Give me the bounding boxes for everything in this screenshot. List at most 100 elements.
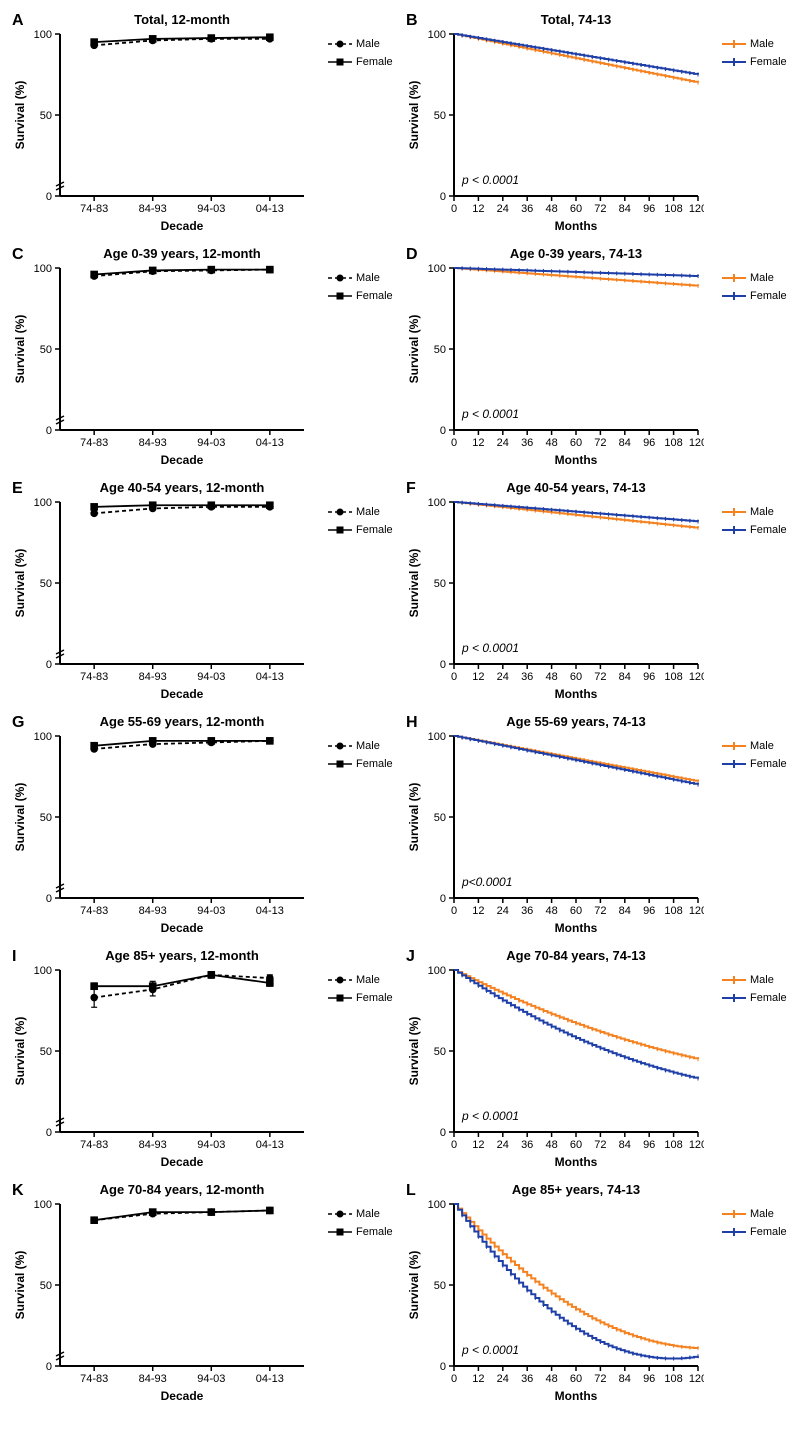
- svg-text:04-13: 04-13: [256, 1373, 284, 1385]
- svg-text:50: 50: [434, 110, 446, 122]
- svg-text:Age 40-54 years, 74-13: Age 40-54 years, 74-13: [506, 480, 645, 495]
- svg-text:50: 50: [40, 344, 52, 356]
- legend-item: Male: [722, 270, 790, 286]
- svg-text:Survival (%): Survival (%): [13, 81, 27, 150]
- svg-text:Survival (%): Survival (%): [407, 1251, 421, 1320]
- months-legend: Male Female: [722, 478, 790, 704]
- decade-legend: Male Female: [328, 478, 396, 704]
- panel-E: EAge 40-54 years, 12-month050100Survival…: [10, 478, 396, 704]
- svg-text:48: 48: [545, 1139, 557, 1151]
- svg-text:72: 72: [594, 437, 606, 449]
- chart-grid: ATotal, 12-month050100Survival (%)74-838…: [10, 10, 790, 1406]
- svg-text:0: 0: [451, 671, 457, 683]
- legend-label: Male: [356, 36, 380, 52]
- svg-text:108: 108: [664, 671, 682, 683]
- legend-item: Female: [328, 990, 396, 1006]
- legend-item: Female: [328, 54, 396, 70]
- svg-text:108: 108: [664, 203, 682, 215]
- svg-text:0: 0: [451, 1373, 457, 1385]
- svg-text:120: 120: [689, 671, 704, 683]
- legend-label: Female: [356, 1224, 393, 1240]
- svg-text:04-13: 04-13: [256, 1139, 284, 1151]
- svg-text:0: 0: [46, 425, 52, 437]
- svg-text:60: 60: [570, 905, 582, 917]
- svg-text:0: 0: [440, 1361, 446, 1373]
- svg-text:24: 24: [497, 1373, 509, 1385]
- svg-text:94-03: 94-03: [197, 1373, 225, 1385]
- svg-text:100: 100: [428, 497, 446, 509]
- svg-text:100: 100: [428, 29, 446, 41]
- legend-label: Male: [750, 504, 774, 520]
- panel-D: DAge 0-39 years, 74-13050100Survival (%)…: [404, 244, 790, 470]
- legend-item: Female: [328, 756, 396, 772]
- panel-F: FAge 40-54 years, 74-13050100Survival (%…: [404, 478, 790, 704]
- svg-text:50: 50: [40, 578, 52, 590]
- svg-text:24: 24: [497, 437, 509, 449]
- svg-text:100: 100: [34, 1199, 52, 1211]
- svg-text:84-93: 84-93: [139, 437, 167, 449]
- svg-text:48: 48: [545, 1373, 557, 1385]
- svg-text:50: 50: [434, 812, 446, 824]
- svg-text:04-13: 04-13: [256, 203, 284, 215]
- legend-label: Female: [356, 990, 393, 1006]
- svg-text:Age 85+ years, 12-month: Age 85+ years, 12-month: [105, 948, 259, 963]
- svg-text:50: 50: [40, 110, 52, 122]
- legend-item: Male: [328, 738, 396, 754]
- svg-text:74-83: 74-83: [80, 203, 108, 215]
- svg-text:0: 0: [440, 1127, 446, 1139]
- svg-text:0: 0: [440, 425, 446, 437]
- svg-text:Months: Months: [555, 453, 598, 467]
- legend-label: Male: [356, 1206, 380, 1222]
- legend-label: Male: [356, 972, 380, 988]
- svg-text:60: 60: [570, 203, 582, 215]
- legend-item: Female: [328, 1224, 396, 1240]
- svg-text:p<0.0001: p<0.0001: [461, 875, 512, 889]
- svg-text:0: 0: [46, 1127, 52, 1139]
- legend-item: Female: [722, 54, 790, 70]
- legend-item: Male: [328, 36, 396, 52]
- svg-text:74-83: 74-83: [80, 437, 108, 449]
- svg-text:24: 24: [497, 905, 509, 917]
- svg-text:Age 85+ years, 74-13: Age 85+ years, 74-13: [512, 1182, 640, 1197]
- legend-label: Female: [356, 54, 393, 70]
- svg-text:48: 48: [545, 203, 557, 215]
- plot-area: Total, 74-13050100Survival (%)0122436486…: [404, 10, 722, 236]
- legend-label: Male: [356, 504, 380, 520]
- svg-text:84: 84: [619, 203, 631, 215]
- months-legend: MaleFemale: [722, 244, 790, 470]
- panel-A: ATotal, 12-month050100Survival (%)74-838…: [10, 10, 396, 236]
- svg-text:Months: Months: [555, 219, 598, 233]
- legend-item: Male: [722, 504, 790, 520]
- legend-item: Female: [328, 522, 396, 538]
- svg-text:100: 100: [34, 731, 52, 743]
- svg-text:108: 108: [664, 437, 682, 449]
- svg-text:72: 72: [594, 905, 606, 917]
- svg-text:Survival (%): Survival (%): [13, 1251, 27, 1320]
- svg-text:60: 60: [570, 1373, 582, 1385]
- panel-K: KAge 70-84 years, 12-month050100Survival…: [10, 1180, 396, 1406]
- svg-text:Decade: Decade: [161, 453, 204, 467]
- svg-text:50: 50: [434, 578, 446, 590]
- svg-text:Age 70-84 years, 12-month: Age 70-84 years, 12-month: [100, 1182, 265, 1197]
- panel-B: BTotal, 74-13050100Survival (%)012243648…: [404, 10, 790, 236]
- svg-text:72: 72: [594, 671, 606, 683]
- legend-label: Female: [750, 522, 787, 538]
- svg-text:60: 60: [570, 671, 582, 683]
- svg-text:0: 0: [440, 191, 446, 203]
- decade-legend: Male Female: [328, 712, 396, 938]
- svg-text:Survival (%): Survival (%): [407, 1017, 421, 1086]
- svg-text:100: 100: [34, 29, 52, 41]
- svg-text:Months: Months: [555, 921, 598, 935]
- svg-text:0: 0: [451, 905, 457, 917]
- legend-label: Male: [750, 1206, 774, 1222]
- svg-text:12: 12: [472, 203, 484, 215]
- svg-text:108: 108: [664, 1373, 682, 1385]
- svg-text:84: 84: [619, 1139, 631, 1151]
- svg-text:Age 40-54 years, 12-month: Age 40-54 years, 12-month: [100, 480, 265, 495]
- svg-text:p < 0.0001: p < 0.0001: [461, 641, 519, 655]
- svg-text:84-93: 84-93: [139, 905, 167, 917]
- decade-legend: Male Female: [328, 946, 396, 1172]
- svg-text:120: 120: [689, 203, 704, 215]
- svg-text:74-83: 74-83: [80, 905, 108, 917]
- svg-text:72: 72: [594, 1373, 606, 1385]
